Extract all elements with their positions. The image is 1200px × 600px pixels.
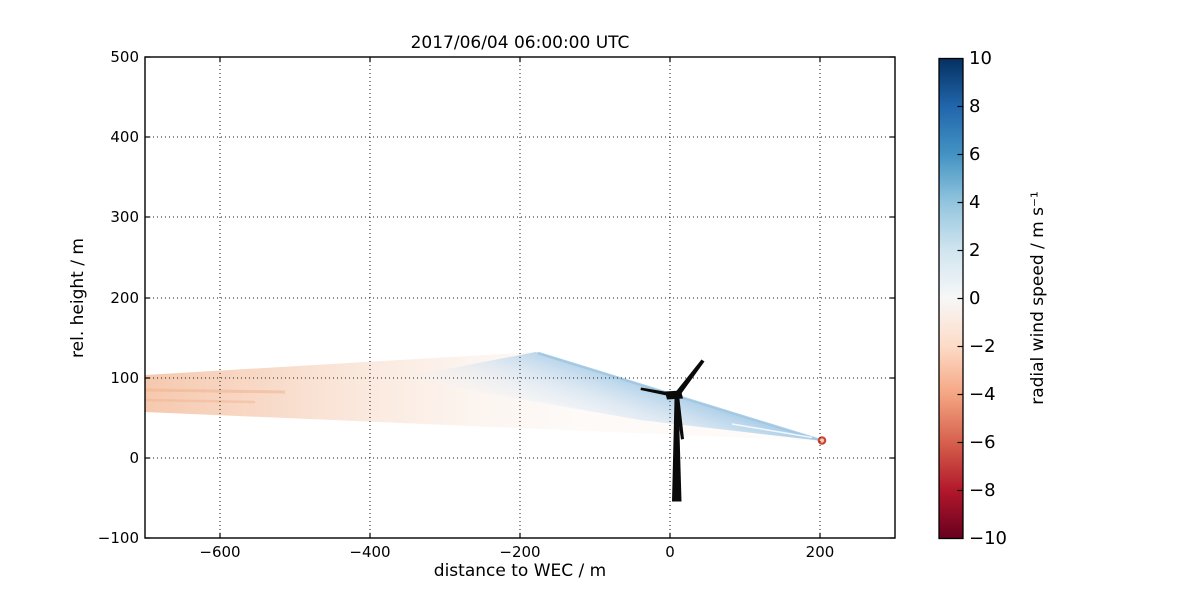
colorbar-tick-label: 8 [969,96,981,117]
fan-gate-gap-1 [731,423,813,439]
y-ticks-right [889,56,895,539]
fan-streak-1 [144,388,286,394]
colorbar-label: radial wind speed / m s⁻¹ [1028,191,1048,405]
lidar-scan-fan [144,351,827,445]
colorbar-tick-label: 4 [969,192,981,213]
y-axis-label: rel. height / m [68,238,88,358]
x-tick-label: −400 [349,543,391,561]
y-tick-label: 400 [110,128,139,146]
turbine-blade-up [674,359,705,398]
scanner-marker [817,436,827,445]
y-tick-label: 500 [110,48,139,66]
y-ticks-left [145,56,151,539]
x-tick-label: −600 [199,543,241,561]
fan-positive-region [400,352,823,441]
grid-lines [145,57,895,538]
colorbar-tick-label: 6 [969,144,981,165]
colorbar-tick-label: 10 [969,48,992,69]
colorbar-tick-label: −8 [969,480,996,501]
x-ticks-bottom [219,532,821,538]
y-tick-label: 300 [110,208,139,226]
colorbar-tick-label: −10 [969,528,1007,549]
x-axis-label: distance to WEC / m [433,561,607,581]
fan-streak-2 [144,398,256,404]
colorbar-tick-label: −4 [969,384,996,405]
colorbar-tick-label: −2 [969,336,996,357]
colorbar-tick-label: 0 [969,288,981,309]
axes-frame [144,56,896,539]
x-tick-label: 0 [665,543,675,561]
colorbar [938,57,964,540]
x-tick-label: −200 [499,543,541,561]
y-tick-label: 100 [110,369,139,387]
turbine-blade-left [640,387,676,398]
plot-title: 2017/06/04 06:00:00 UTC [410,33,630,53]
turbine-blade-down [674,395,684,440]
y-tick-label: 0 [129,449,139,467]
colorbar-tick-label: −6 [969,432,996,453]
x-tick-label: 200 [805,543,835,561]
colorbar-tick-label: 2 [969,240,981,261]
wind-turbine [640,359,705,502]
fan-gate-gap-2 [747,433,816,444]
y-tick-label: −100 [97,529,139,547]
y-tick-label: 200 [110,289,139,307]
x-ticks-top [219,57,821,63]
colorbar-ticks [957,105,963,492]
